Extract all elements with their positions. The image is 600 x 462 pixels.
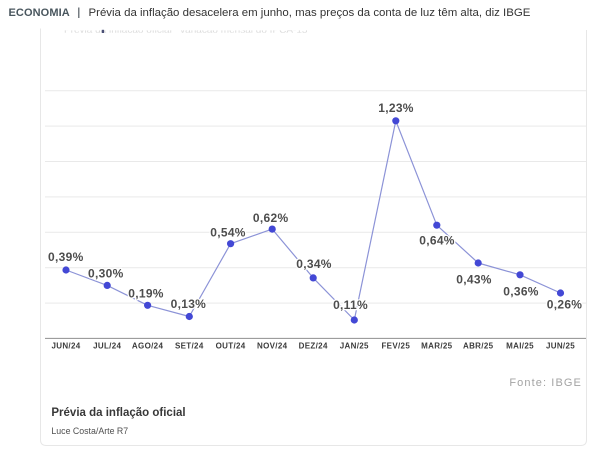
svg-text:AGO/24: AGO/24 [132,341,164,350]
svg-text:Prévia da inflação oficial: Prévia da inflação oficial [51,407,185,419]
svg-text:0,36%: 0,36% [503,284,539,298]
svg-text:ECONOMIA: ECONOMIA [9,7,70,19]
svg-text:MAI/25: MAI/25 [506,341,534,350]
svg-text:Fonte: IBGE: Fonte: IBGE [509,377,582,389]
svg-text:0,54%: 0,54% [210,226,246,240]
svg-text:OUT/24: OUT/24 [216,341,246,350]
svg-text:SET/24: SET/24 [175,341,204,350]
svg-text:0,26%: 0,26% [547,298,583,312]
svg-text:JUL/24: JUL/24 [93,341,121,350]
svg-text:1,23%: 1,23% [378,101,414,115]
svg-text:JUN/24: JUN/24 [51,341,80,350]
svg-text:0,39%: 0,39% [48,250,84,264]
svg-text:0,64%: 0,64% [419,233,455,247]
svg-text:DEZ/24: DEZ/24 [299,341,328,350]
svg-text:FEV/25: FEV/25 [381,341,410,350]
svg-text:0,62%: 0,62% [253,211,289,225]
svg-text:0,19%: 0,19% [128,286,164,300]
svg-text:JUN/25: JUN/25 [546,341,575,350]
svg-text:Luce Costa/Arte R7: Luce Costa/Arte R7 [51,426,128,436]
svg-text:JAN/25: JAN/25 [340,341,369,350]
svg-text:0,34%: 0,34% [296,257,332,271]
svg-text:Prévia da inflação desacelera: Prévia da inflação desacelera em junho, … [89,7,531,19]
svg-text:ABR/25: ABR/25 [463,341,494,350]
svg-text:0,43%: 0,43% [456,273,492,287]
svg-text:MAR/25: MAR/25 [421,341,453,350]
svg-text:0,11%: 0,11% [333,298,368,312]
svg-text:NOV/24: NOV/24 [257,341,288,350]
svg-text:0,30%: 0,30% [88,266,124,280]
svg-text:0,13%: 0,13% [171,297,207,311]
svg-text:Prévia da inflação oficial v: Prévia da inflação oficial variação mens… [64,25,308,36]
